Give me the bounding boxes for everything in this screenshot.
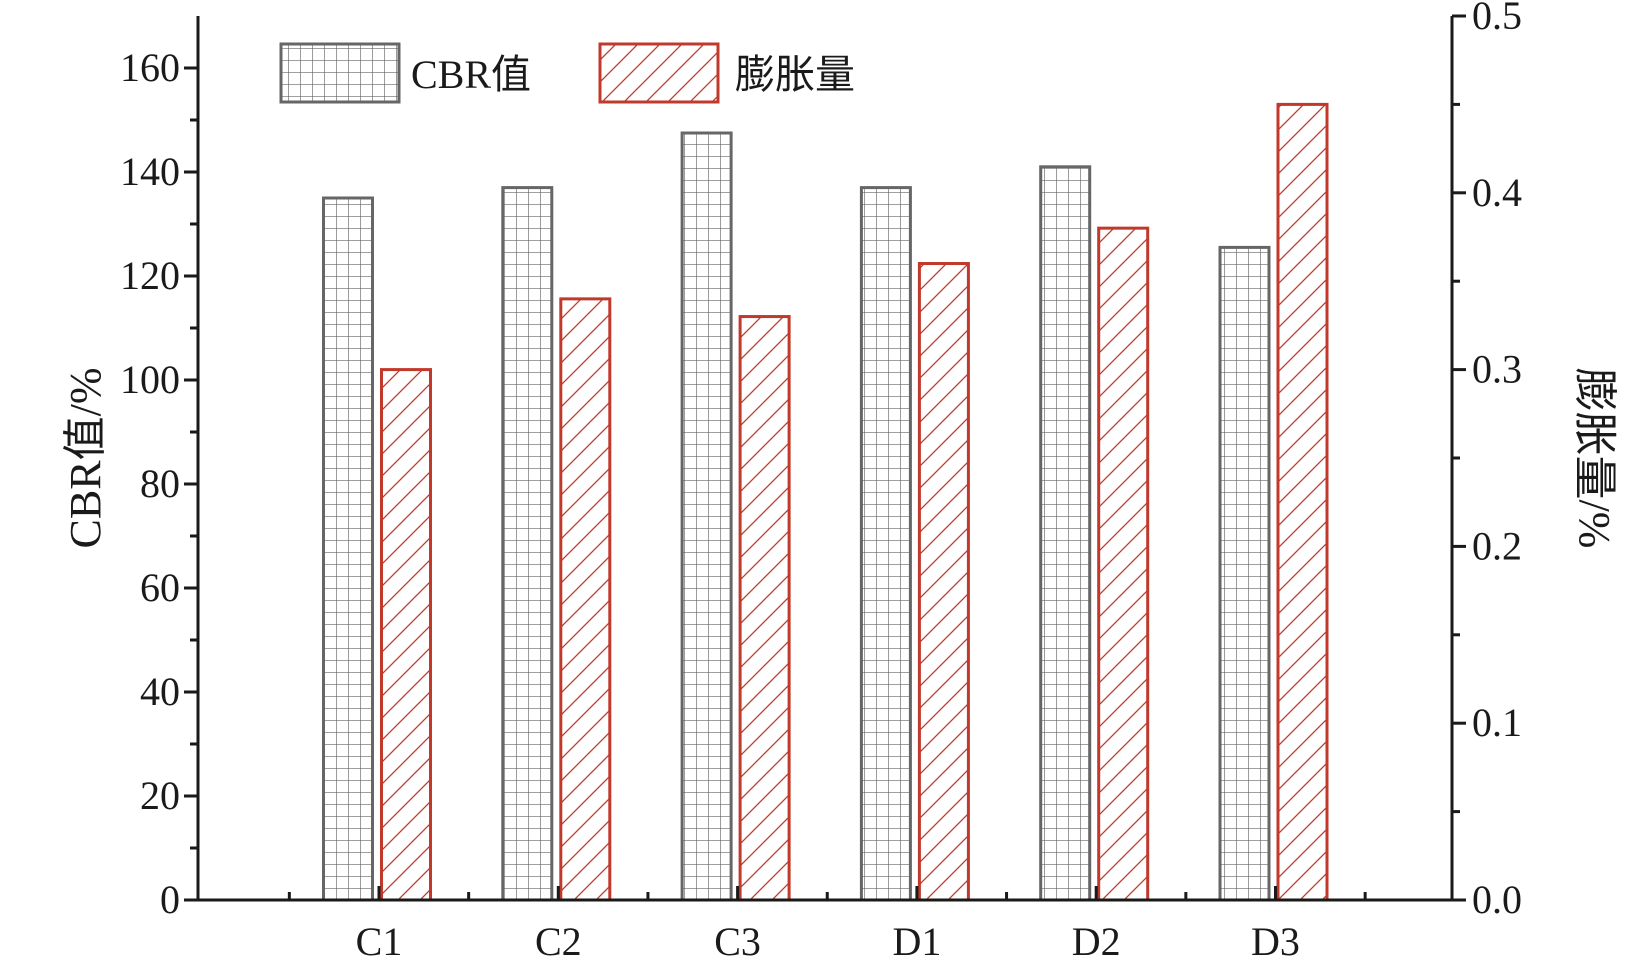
bar-cbr bbox=[501, 186, 554, 902]
bar-cbr bbox=[1039, 165, 1092, 902]
x-tick-label: C1 bbox=[356, 919, 403, 964]
left-axis-title: CBR值/% bbox=[61, 368, 110, 549]
bar-swelling bbox=[917, 262, 970, 902]
right-tick-label: 0.2 bbox=[1472, 523, 1522, 568]
bar-swelling bbox=[1276, 102, 1329, 902]
bar-swelling bbox=[380, 368, 432, 902]
left-tick-label: 140 bbox=[120, 149, 180, 194]
bar-cbr bbox=[1218, 245, 1271, 902]
legend-swatch-swelling bbox=[598, 42, 720, 104]
legend: CBR值 膨胀量 bbox=[279, 42, 855, 104]
bar-cbr bbox=[322, 196, 374, 902]
legend-label-cbr: CBR值 bbox=[411, 52, 531, 97]
right-tick-label: 0.1 bbox=[1472, 700, 1522, 745]
x-tick-label: C2 bbox=[535, 919, 582, 964]
legend-label-swelling: 膨胀量 bbox=[735, 52, 855, 97]
left-tick-label: 100 bbox=[120, 357, 180, 402]
x-tick-label: D1 bbox=[892, 919, 941, 964]
left-tick-label: 160 bbox=[120, 45, 180, 90]
x-tick-label: D2 bbox=[1072, 919, 1121, 964]
ticks-layer: 0 20 40 60 80 100 120 140 160 0.0 0.1 0.2 0.3 0.4 0.5 C… bbox=[120, 0, 1522, 964]
right-axis-title: 膨胀量/% bbox=[1570, 368, 1619, 549]
left-tick-label: 0 bbox=[160, 877, 180, 922]
bar-swelling bbox=[1097, 226, 1150, 902]
bar-swelling bbox=[738, 315, 791, 902]
left-tick-label: 40 bbox=[140, 669, 180, 714]
bars-layer bbox=[322, 102, 1329, 902]
x-tick-label: D3 bbox=[1251, 919, 1300, 964]
left-tick-label: 20 bbox=[140, 773, 180, 818]
x-tick-label: C3 bbox=[714, 919, 761, 964]
right-tick-label: 0.4 bbox=[1472, 170, 1522, 215]
right-tick-label: 0.3 bbox=[1472, 347, 1522, 392]
right-tick-label: 0.5 bbox=[1472, 0, 1522, 38]
left-tick-label: 80 bbox=[140, 461, 180, 506]
legend-swatch-cbr bbox=[279, 42, 401, 104]
left-tick-label: 120 bbox=[120, 253, 180, 298]
bar-cbr bbox=[859, 186, 912, 902]
right-tick-label: 0.0 bbox=[1472, 877, 1522, 922]
left-tick-label: 60 bbox=[140, 565, 180, 610]
bar-swelling bbox=[559, 297, 612, 902]
bar-cbr bbox=[680, 131, 733, 902]
